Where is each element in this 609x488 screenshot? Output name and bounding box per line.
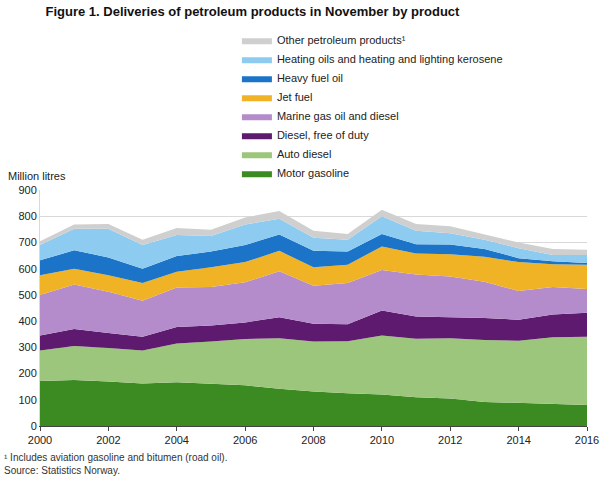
svg-text:Million litres: Million litres bbox=[8, 170, 66, 182]
svg-text:2010: 2010 bbox=[370, 434, 394, 446]
svg-text:600: 600 bbox=[18, 263, 36, 275]
svg-text:¹ Includes aviation gasoline a: ¹ Includes aviation gasoline and bitumen… bbox=[4, 452, 227, 476]
svg-text:2000: 2000 bbox=[28, 434, 52, 446]
svg-text:100: 100 bbox=[18, 394, 36, 406]
svg-text:900: 900 bbox=[18, 184, 36, 196]
svg-text:Motor gasoline: Motor gasoline bbox=[277, 167, 349, 179]
svg-text:500: 500 bbox=[18, 289, 36, 301]
svg-text:Heavy fuel oil: Heavy fuel oil bbox=[277, 72, 343, 84]
svg-text:Jet fuel: Jet fuel bbox=[277, 91, 312, 103]
svg-text:800: 800 bbox=[18, 210, 36, 222]
svg-text:Auto diesel: Auto diesel bbox=[277, 148, 331, 160]
svg-text:Figure 1. Deliveries of petrol: Figure 1. Deliveries of petroleum produc… bbox=[45, 4, 460, 19]
svg-text:200: 200 bbox=[18, 367, 36, 379]
svg-text:400: 400 bbox=[18, 315, 36, 327]
svg-text:2006: 2006 bbox=[233, 434, 257, 446]
svg-text:2002: 2002 bbox=[96, 434, 120, 446]
svg-text:2008: 2008 bbox=[301, 434, 325, 446]
svg-text:Marine gas oil and diesel: Marine gas oil and diesel bbox=[277, 110, 399, 122]
svg-text:2014: 2014 bbox=[506, 434, 530, 446]
svg-text:300: 300 bbox=[18, 341, 36, 353]
svg-text:2012: 2012 bbox=[438, 434, 462, 446]
svg-text:700: 700 bbox=[18, 236, 36, 248]
svg-text:Diesel, free of duty: Diesel, free of duty bbox=[277, 129, 369, 141]
svg-text:Other petroleum products¹: Other petroleum products¹ bbox=[277, 34, 406, 46]
svg-text:Heating oils and heating and l: Heating oils and heating and lighting ke… bbox=[277, 53, 503, 65]
svg-text:2004: 2004 bbox=[165, 434, 189, 446]
svg-text:2016: 2016 bbox=[575, 434, 599, 446]
svg-text:0: 0 bbox=[31, 420, 37, 432]
